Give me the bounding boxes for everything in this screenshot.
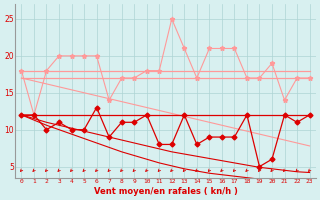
- X-axis label: Vent moyen/en rafales ( kn/h ): Vent moyen/en rafales ( kn/h ): [93, 187, 237, 196]
